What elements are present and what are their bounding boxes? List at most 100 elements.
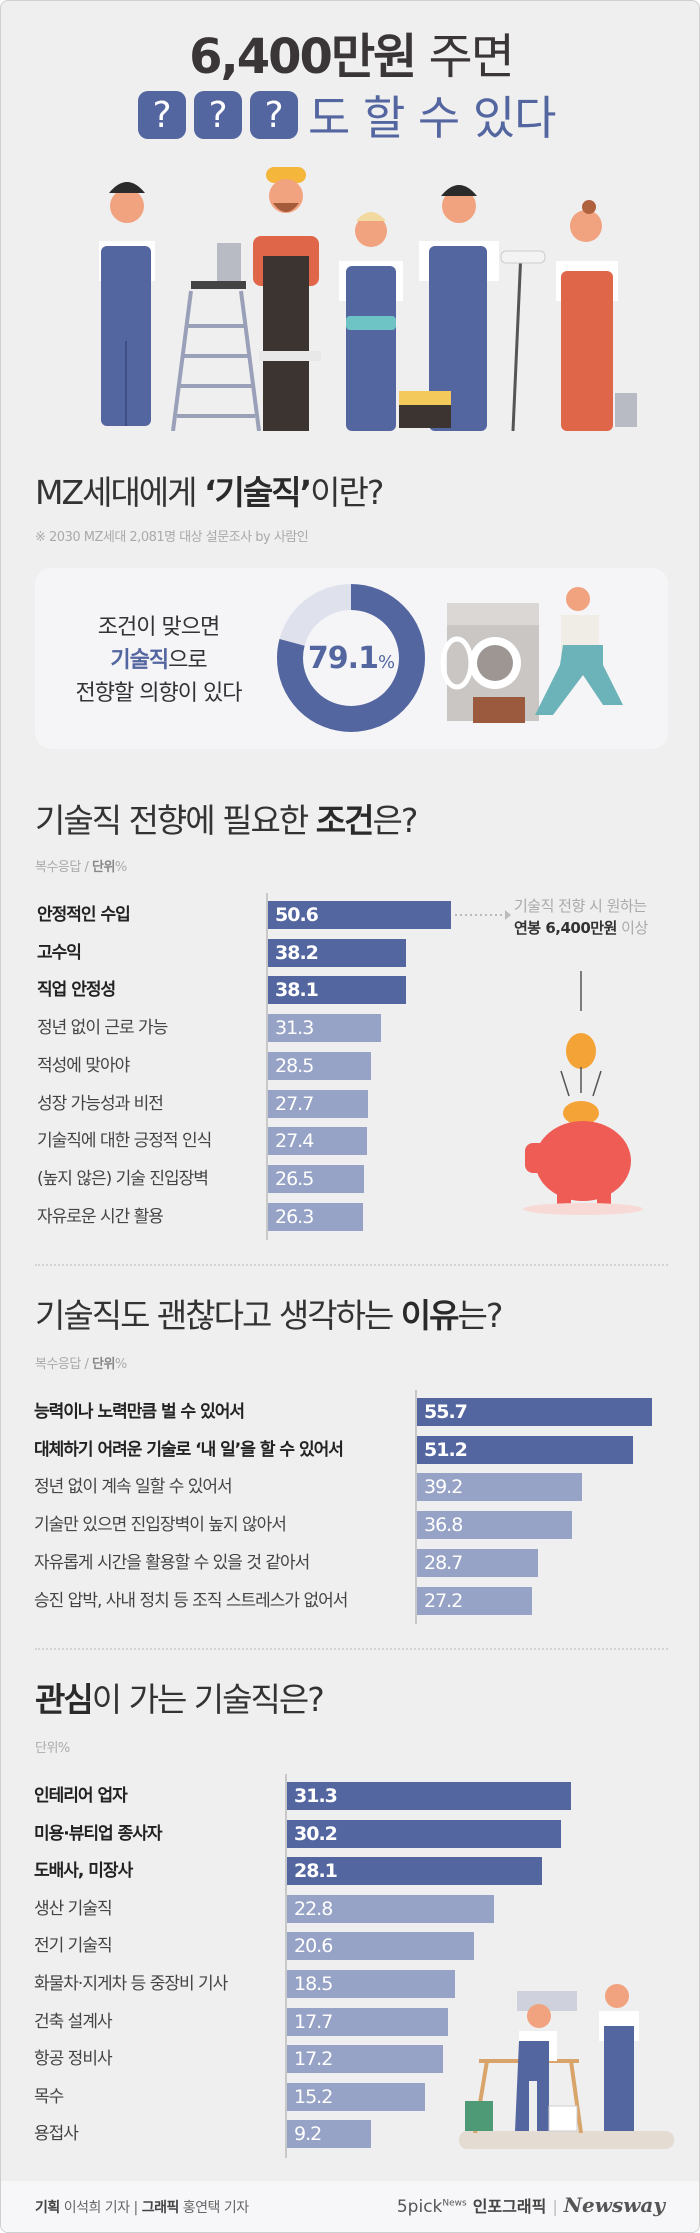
- section4-title: 관심이 가는 기술직은?: [35, 1680, 325, 1719]
- bar-value: 28.1: [294, 1860, 338, 1883]
- section3-title: 기술직도 괜찮다고 생각하는 이유는?: [35, 1296, 503, 1335]
- intent-text: 조건이 맞으면 기술직으로 전향할 의향이 있다: [51, 611, 266, 710]
- bar-value: 27.2: [424, 1589, 463, 1612]
- bar: 15.2: [287, 2082, 426, 2111]
- bar: 20.6: [287, 1932, 475, 1961]
- worker-figure: [99, 182, 155, 426]
- bar-value: 30.2: [294, 1822, 338, 1845]
- bar-value: 26.5: [275, 1167, 314, 1190]
- bar-label: 항공 정비사: [34, 2049, 113, 2070]
- worker-figure: [500, 200, 637, 431]
- worker-figure: [253, 167, 321, 431]
- bar: 18.5: [287, 1970, 455, 1998]
- bar: 27.2: [417, 1586, 532, 1615]
- washer-repair-illustration: [440, 587, 623, 723]
- bar-label: 대체하기 어려운 기술로 ‘내 일’을 할 수 있어서: [34, 1439, 344, 1460]
- chart-axis: [415, 1390, 417, 1625]
- donut-chart: [277, 584, 425, 732]
- section1-title: MZ세대에게 ‘기술직’이란?: [35, 473, 384, 512]
- bar-value: 51.2: [424, 1438, 468, 1461]
- donut-label: 79.1%: [307, 641, 395, 676]
- workers-illustration: [99, 167, 637, 431]
- chart-axis: [266, 893, 268, 1241]
- bar: 31.3: [268, 1014, 382, 1043]
- bar-value: 17.7: [294, 2010, 333, 2033]
- section3-unit: 복수응답 / 단위%: [35, 1357, 127, 1372]
- section-divider: [35, 1648, 668, 1650]
- bar: 22.8: [287, 1894, 495, 1923]
- dotted-arrow-icon: [455, 910, 511, 920]
- bar: 9.2: [287, 2120, 371, 2149]
- title-rest: 주면: [428, 29, 515, 85]
- painters-illustration: [459, 1984, 674, 2149]
- piggy-bank-illustration: [523, 971, 643, 1215]
- salary-note: 기술직 전향 시 원하는 연봉 6,400만원 이상: [514, 897, 648, 937]
- bar: 17.2: [287, 2045, 444, 2074]
- bar: 39.2: [417, 1473, 583, 1502]
- bar: 26.3: [268, 1202, 364, 1231]
- ladder-illustration: [171, 290, 261, 431]
- bar: 55.7: [417, 1398, 653, 1426]
- bar: 31.3: [287, 1782, 572, 1810]
- bar-label: 자유롭게 시간을 활용할 수 있을 것 같아서: [34, 1552, 310, 1573]
- bar-value: 26.3: [275, 1205, 314, 1228]
- bar-label: (높지 않은) 기술 진입장벽: [37, 1168, 209, 1189]
- bar-value: 50.6: [275, 904, 319, 926]
- bar: 38.1: [268, 976, 406, 1005]
- section2-title: 기술직 전향에 필요한 조건은?: [35, 801, 418, 840]
- main-subtitle: ? ? ? 도 할 수 있다: [138, 89, 556, 145]
- bar-label: 건축 설계사: [34, 2011, 113, 2032]
- bar-value: 38.1: [275, 979, 319, 1002]
- bar-label: 안정적인 수입: [37, 905, 131, 925]
- bar-value: 17.2: [294, 2048, 333, 2071]
- bar-label: 인테리어 업자: [34, 1786, 128, 1806]
- bar-label: 전기 기술직: [34, 1936, 113, 1957]
- bar-value: 20.6: [294, 1935, 333, 1958]
- bar-label: 목수: [34, 2086, 64, 2107]
- bar-value: 28.5: [275, 1054, 314, 1077]
- donut-value-arc: [277, 584, 425, 732]
- intent-line1: 조건이 맞으면: [97, 615, 220, 640]
- bar: 30.2: [287, 1819, 562, 1848]
- bar-label: 생산 기술직: [34, 1898, 113, 1919]
- bar: 27.7: [268, 1089, 369, 1118]
- survey-source: ※ 2030 MZ세대 2,081명 대상 설문조사 by 사람인: [35, 530, 309, 545]
- bar: 28.1: [287, 1857, 543, 1886]
- brand-logo: 5pickNews 인포그래픽 | Newsway: [396, 2193, 665, 2217]
- bar-value: 18.5: [294, 1973, 333, 1995]
- bar-label: 성장 가능성과 비전: [37, 1093, 164, 1114]
- bar: 38.2: [268, 938, 407, 967]
- bar-value: 31.3: [275, 1017, 314, 1040]
- bar: 28.5: [268, 1051, 372, 1080]
- bar-label: 화물차·지게차 등 중장비 기사: [34, 1974, 228, 1994]
- bar-value: 27.4: [275, 1130, 314, 1153]
- section2-unit: 복수응답 / 단위%: [35, 860, 127, 875]
- intent-line3: 전향할 의향이 있다: [75, 681, 243, 706]
- bar-label: 정년 없이 근로 가능: [37, 1018, 168, 1039]
- bar-label: 미용·뷰티업 종사자: [34, 1823, 162, 1844]
- bar: 36.8: [417, 1511, 573, 1540]
- worker-figure: [339, 212, 403, 431]
- credits: 기획 이석희 기자 | 그래픽 홍연택 기자: [35, 2200, 249, 2216]
- bar-label: 도배사, 미장사: [34, 1861, 133, 1882]
- bar: 51.2: [417, 1435, 634, 1464]
- intent-line2: 기술직으로: [110, 648, 207, 673]
- bar-label: 승진 압박, 사내 정치 등 조직 스트레스가 없어서: [34, 1590, 348, 1611]
- bar: 50.6: [268, 901, 452, 929]
- bar-value: 31.3: [294, 1785, 338, 1807]
- bar: 26.5: [268, 1164, 364, 1193]
- bar-label: 기술직에 대한 긍정적 인식: [37, 1131, 212, 1152]
- bar-value: 39.2: [424, 1476, 463, 1499]
- question-box: ?: [194, 91, 242, 139]
- bar-value: 28.7: [424, 1551, 463, 1574]
- question-box: ?: [138, 91, 186, 139]
- bar-label: 자유로운 시간 활용: [37, 1206, 164, 1227]
- chart-axis: [285, 1774, 287, 2158]
- bar-value: 9.2: [294, 2123, 322, 2146]
- bar-value: 27.7: [275, 1092, 314, 1115]
- bar: 28.7: [417, 1548, 539, 1577]
- bar: 27.4: [268, 1127, 368, 1156]
- bar-label: 기술만 있으면 진입장벽이 높지 않아서: [34, 1515, 287, 1536]
- section4-unit: 단위%: [35, 1741, 70, 1756]
